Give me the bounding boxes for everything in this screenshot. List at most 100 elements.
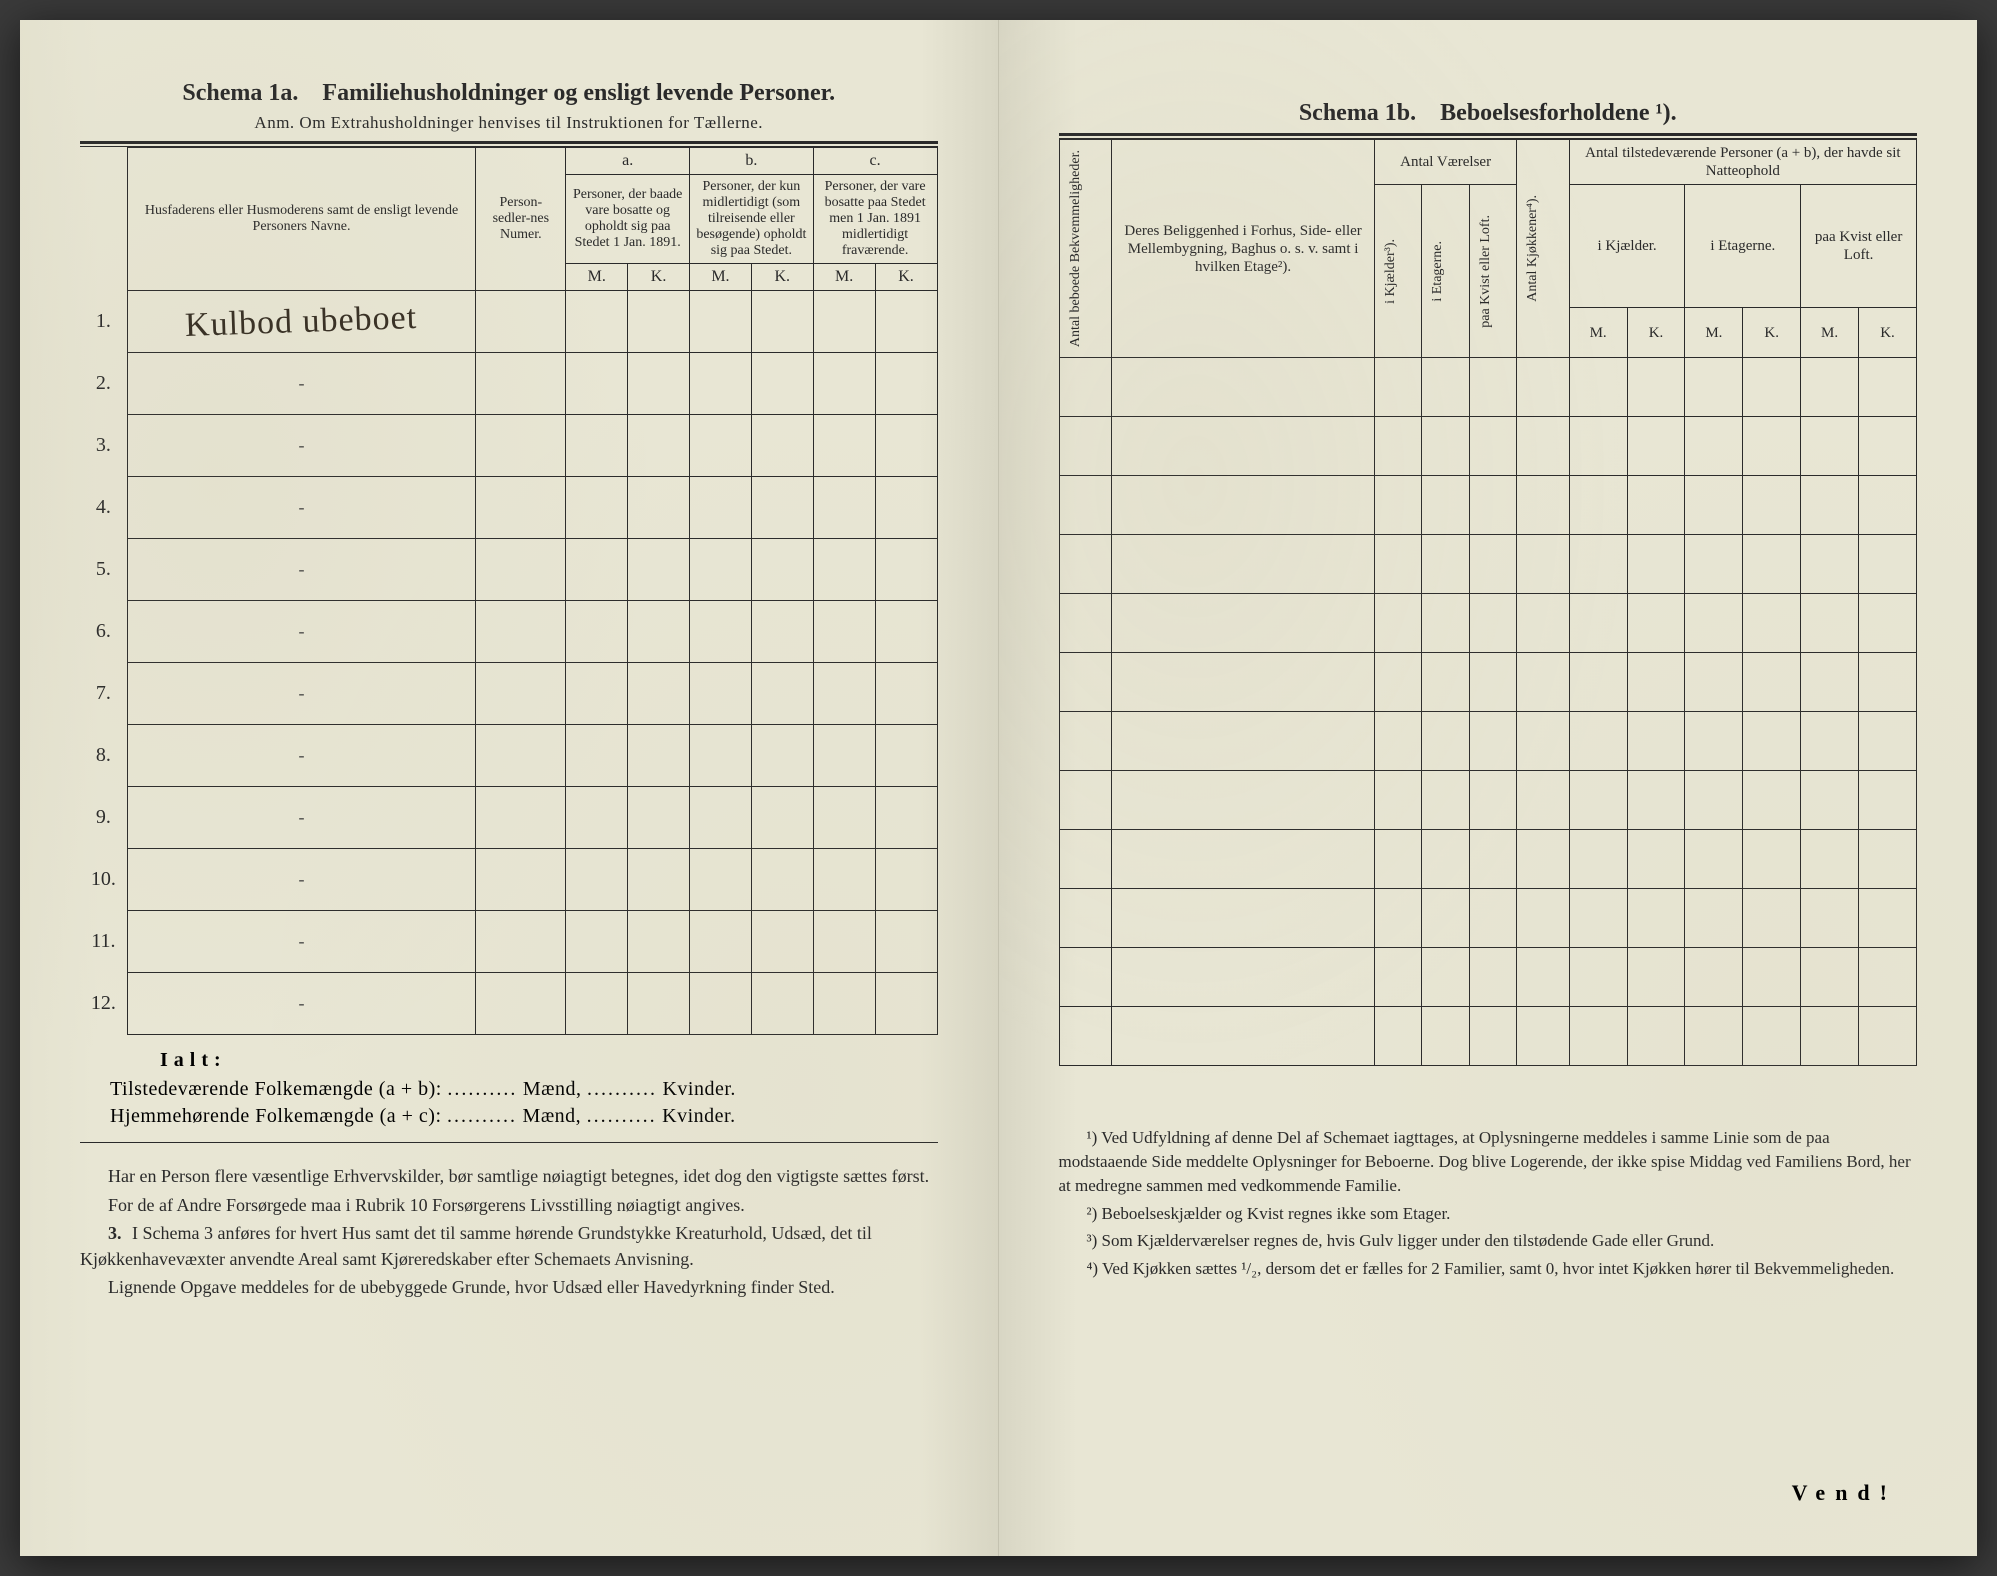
- footnote-3: ³) Som Kjælderværelser regnes de, hvis G…: [1059, 1229, 1918, 1253]
- cell: [1743, 1007, 1801, 1066]
- cell: [1743, 889, 1801, 948]
- cell: [751, 601, 813, 663]
- table-row: [1059, 594, 1917, 653]
- cell: [875, 291, 937, 353]
- name-cell: -: [127, 787, 476, 849]
- blank-corner: [80, 148, 127, 291]
- cell: [1743, 771, 1801, 830]
- cell: [1685, 1007, 1743, 1066]
- cell: [690, 911, 752, 973]
- cell: [1112, 712, 1375, 771]
- cell: [566, 849, 628, 911]
- b-m: M.: [690, 264, 752, 291]
- cell: [690, 477, 752, 539]
- document-spread: Schema 1a. Familiehusholdninger og ensli…: [20, 20, 1977, 1556]
- cell: [1059, 535, 1112, 594]
- cell: [751, 291, 813, 353]
- table-row: 5.-: [80, 539, 937, 601]
- cell: [1517, 358, 1570, 417]
- cell: [1627, 1007, 1685, 1066]
- dash: -: [299, 559, 305, 579]
- cell: [1743, 830, 1801, 889]
- cell: [875, 787, 937, 849]
- c-m: M.: [813, 264, 875, 291]
- cell: [1517, 476, 1570, 535]
- cell: [813, 663, 875, 725]
- cell: [1627, 712, 1685, 771]
- cell: [566, 787, 628, 849]
- name-cell: -: [127, 911, 476, 973]
- table-row: [1059, 476, 1917, 535]
- cell: [1569, 771, 1627, 830]
- col-c-text: Personer, der vare bosatte paa Stedet me…: [813, 175, 937, 264]
- footnote-2: ²) Beboelseskjælder og Kvist regnes ikke…: [1059, 1202, 1918, 1226]
- cell: [1375, 1007, 1422, 1066]
- cell: [813, 849, 875, 911]
- cell: [1569, 417, 1627, 476]
- cell: [1469, 1007, 1516, 1066]
- cell: [1801, 830, 1859, 889]
- rule-thick-r: [1059, 133, 1918, 136]
- cell: [476, 353, 566, 415]
- table-row: 8.-: [80, 725, 937, 787]
- row-number: 8.: [80, 725, 127, 787]
- cell: [1422, 1007, 1469, 1066]
- summary-ab: Tilstedeværende Folkemængde (a + b): ...…: [110, 1078, 938, 1101]
- cell: [1059, 358, 1112, 417]
- cell: [628, 849, 690, 911]
- table-row: 12. -: [80, 973, 937, 1035]
- cell: [1422, 594, 1469, 653]
- name-cell: -: [127, 849, 476, 911]
- cell: [1375, 889, 1422, 948]
- cell: [566, 477, 628, 539]
- cell: [1469, 712, 1516, 771]
- cell: [1685, 830, 1743, 889]
- cell: [1112, 535, 1375, 594]
- col-natt-kjael: i Kjælder.: [1569, 185, 1685, 308]
- name-cell: -: [127, 415, 476, 477]
- cell: [1859, 535, 1917, 594]
- cell: [1422, 653, 1469, 712]
- row-number: 12.: [80, 973, 127, 1035]
- dash: -: [299, 621, 305, 641]
- table-row: [1059, 535, 1917, 594]
- col-b-text: Personer, der kun midlertidigt (som tilr…: [690, 175, 814, 264]
- row-number: 11.: [80, 911, 127, 973]
- cell: [1569, 889, 1627, 948]
- cell: [751, 973, 813, 1035]
- ialt-label: Ialt:: [160, 1049, 938, 1072]
- cell: [1569, 653, 1627, 712]
- dash: -: [299, 993, 305, 1013]
- nk-k1: K.: [1627, 307, 1685, 357]
- cell: [1375, 771, 1422, 830]
- cell: [690, 787, 752, 849]
- cell: [875, 477, 937, 539]
- cell: [1112, 771, 1375, 830]
- cell: [628, 911, 690, 973]
- row-number: 3.: [80, 415, 127, 477]
- cell: [1801, 358, 1859, 417]
- cell: [1059, 594, 1112, 653]
- cell: [1112, 653, 1375, 712]
- cell: [1685, 653, 1743, 712]
- cell: [1059, 1007, 1112, 1066]
- cell: [1801, 771, 1859, 830]
- cell: [628, 291, 690, 353]
- cell: [751, 849, 813, 911]
- name-cell: -: [127, 353, 476, 415]
- table-row: [1059, 712, 1917, 771]
- cell: [566, 725, 628, 787]
- cell: [875, 973, 937, 1035]
- cell: [813, 911, 875, 973]
- cell: [476, 973, 566, 1035]
- cell: [1743, 712, 1801, 771]
- cell: [1569, 948, 1627, 1007]
- note-4: Lignende Opgave meddeles for de ubebygge…: [80, 1274, 938, 1300]
- row-number: 4.: [80, 477, 127, 539]
- cell: [1422, 476, 1469, 535]
- cell: [1375, 948, 1422, 1007]
- table-row: 1.Kulbod ubeboet: [80, 291, 937, 353]
- cell: [1743, 535, 1801, 594]
- cell: [1517, 535, 1570, 594]
- cell: [1859, 358, 1917, 417]
